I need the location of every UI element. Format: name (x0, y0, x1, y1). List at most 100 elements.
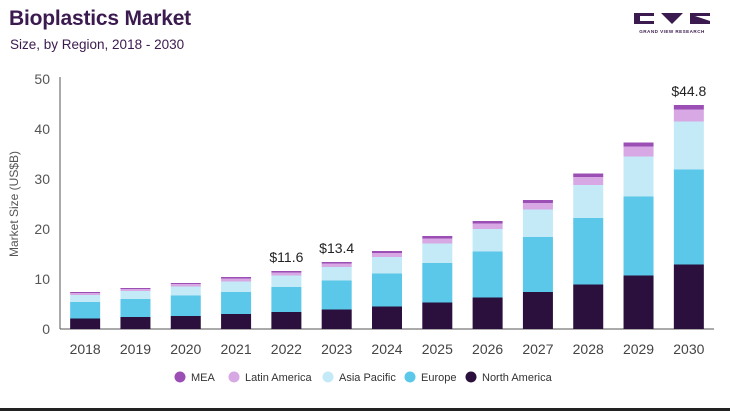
x-tick-label: 2026 (472, 341, 503, 357)
labels: $11.6 $13.4 $44.8 (269, 83, 706, 265)
bar-latin-america-2023 (321, 263, 352, 267)
legend-label-latin-america: Latin America (245, 372, 313, 384)
legend-label-europe: Europe (421, 372, 456, 384)
x-tick-label: 2021 (220, 341, 251, 357)
bar-latin-america-2020 (170, 284, 201, 287)
bar-europe-2022 (271, 287, 302, 312)
chart-subtitle: Size, by Region, 2018 - 2030 (10, 37, 185, 52)
bar-europe-2023 (321, 280, 352, 310)
x-tick-label: 2025 (422, 341, 453, 357)
bar-europe-2020 (170, 295, 201, 316)
bar-mea-2021 (221, 277, 252, 279)
bar-europe-2021 (221, 292, 252, 314)
bar-europe-2029 (623, 196, 654, 276)
bar-europe-2028 (573, 218, 604, 285)
y-tick-label: 40 (34, 121, 50, 137)
bars (70, 105, 704, 329)
legend-marker-north-america (465, 371, 477, 383)
bar-mea-2028 (573, 173, 604, 177)
bar-north-america-2019 (120, 317, 151, 329)
data-label-2023: $13.4 (319, 240, 354, 256)
x-tick-label: 2024 (371, 341, 402, 357)
bar-asia-pacific-2025 (422, 243, 453, 263)
bar-asia-pacific-2020 (170, 286, 201, 296)
bar-europe-2018 (70, 302, 101, 319)
chart-title: Bioplastics Market (9, 7, 191, 30)
y-tick-label: 10 (34, 271, 50, 287)
bar-mea-2027 (522, 200, 553, 203)
legend-marker-mea (174, 371, 186, 383)
y-tick-label: 30 (34, 171, 50, 187)
bar-latin-america-2026 (472, 223, 503, 229)
bar-asia-pacific-2029 (623, 156, 654, 197)
brand-logo: GRAND VIEW RESEARCH (632, 13, 712, 39)
bar-mea-2026 (472, 221, 503, 224)
bar-asia-pacific-2018 (70, 295, 101, 302)
bar-latin-america-2025 (422, 238, 453, 244)
legend-marker-asia-pacific (322, 371, 334, 383)
bar-mea-2020 (170, 283, 201, 284)
bar-latin-america-2019 (120, 289, 151, 291)
bar-mea-2030 (673, 105, 704, 110)
data-label-2022: $11.6 (269, 249, 303, 265)
x-tick-label: 2020 (170, 341, 201, 357)
y-tick-label: 0 (42, 321, 50, 337)
brand-logo-icon (634, 13, 710, 24)
bar-north-america-2025 (422, 302, 453, 329)
bar-asia-pacific-2027 (522, 209, 553, 237)
bar-europe-2025 (422, 263, 453, 303)
bar-latin-america-2029 (623, 146, 654, 157)
bar-north-america-2018 (70, 318, 101, 329)
x-tick-label: 2018 (70, 341, 101, 357)
bar-latin-america-2021 (221, 278, 252, 282)
bar-latin-america-2027 (522, 203, 553, 210)
bar-north-america-2022 (271, 312, 302, 329)
bar-latin-america-2030 (673, 109, 704, 122)
bar-north-america-2029 (623, 275, 654, 329)
bar-europe-2019 (120, 299, 151, 317)
bar-latin-america-2022 (271, 272, 302, 276)
legend-label-asia-pacific: Asia Pacific (339, 372, 396, 384)
bar-north-america-2023 (321, 309, 352, 329)
legend-marker-latin-america (228, 371, 240, 383)
bar-north-america-2028 (573, 284, 604, 329)
x-tick-label: 2022 (271, 341, 302, 357)
y-tick-label: 50 (34, 71, 50, 87)
bar-mea-2029 (623, 142, 654, 147)
bar-asia-pacific-2022 (271, 275, 302, 287)
legend: MEA Latin America Asia Pacific Europe North … (174, 371, 553, 384)
bar-mea-2025 (422, 236, 453, 239)
bar-europe-2030 (673, 169, 704, 265)
bar-asia-pacific-2023 (321, 267, 352, 281)
bar-north-america-2030 (673, 264, 704, 329)
legend-label-north-america: North America (482, 372, 553, 384)
x-tick-label: 2027 (522, 341, 553, 357)
bar-asia-pacific-2021 (221, 281, 252, 292)
bottom-border (0, 408, 730, 411)
bar-latin-america-2018 (70, 293, 101, 295)
y-axis-title: Market Size (US$B) (7, 151, 21, 257)
legend-label-mea: MEA (191, 372, 216, 384)
bar-north-america-2020 (170, 316, 201, 329)
x-tick-label: 2019 (120, 341, 151, 357)
bar-mea-2019 (120, 288, 151, 289)
bar-asia-pacific-2028 (573, 185, 604, 218)
x-tick-label: 2030 (673, 341, 704, 357)
bar-asia-pacific-2030 (673, 121, 704, 170)
bar-europe-2027 (522, 237, 553, 292)
bar-north-america-2024 (372, 306, 402, 329)
data-label-2030: $44.8 (671, 83, 706, 99)
bar-latin-america-2028 (573, 177, 604, 185)
y-tick-label: 20 (34, 221, 50, 237)
bar-asia-pacific-2026 (472, 229, 503, 252)
bar-latin-america-2024 (372, 253, 402, 257)
bar-europe-2024 (372, 273, 402, 307)
bar-asia-pacific-2024 (372, 257, 402, 274)
bar-mea-2018 (70, 292, 101, 293)
bar-north-america-2021 (221, 314, 252, 329)
bar-north-america-2026 (472, 297, 503, 329)
x-tick-label: 2023 (321, 341, 352, 357)
brand-name: GRAND VIEW RESEARCH (639, 29, 705, 34)
